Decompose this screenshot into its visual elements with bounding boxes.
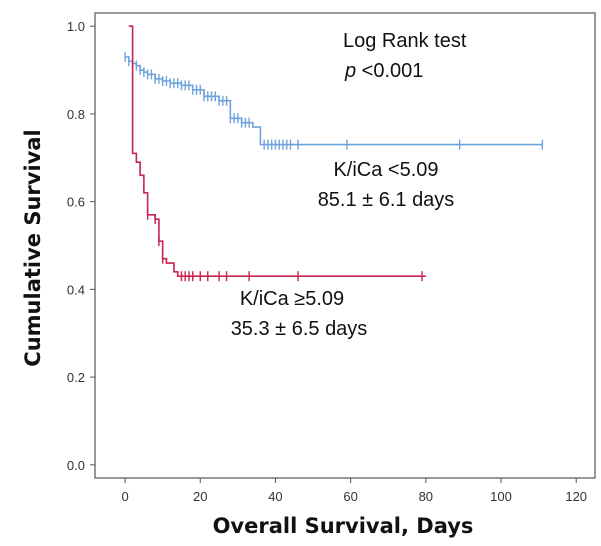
p-symbol: p <box>344 60 356 82</box>
x-tick-label: 80 <box>419 489 433 504</box>
x-tick-label: 120 <box>565 489 587 504</box>
x-axis-ticks: 0 20 40 60 80 100 120 <box>121 478 587 504</box>
x-tick-label: 60 <box>343 489 357 504</box>
x-axis-label: Overall Survival, Days <box>213 514 474 538</box>
y-axis-ticks: 0.0 0.2 0.4 0.6 0.8 1.0 <box>67 19 95 473</box>
y-tick-label: 0.0 <box>67 458 85 473</box>
x-tick-label: 0 <box>121 489 128 504</box>
series2-label: K/iCa ≥5.09 <box>240 288 344 310</box>
series-line-1 <box>125 56 543 146</box>
series2-stat: 35.3 ± 6.5 days <box>231 318 368 340</box>
y-tick-label: 0.6 <box>67 195 85 210</box>
x-tick-label: 40 <box>268 489 282 504</box>
y-tick-label: 0.4 <box>67 282 85 297</box>
y-tick-label: 1.0 <box>67 19 85 34</box>
p-value: <0.001 <box>356 60 423 82</box>
x-tick-label: 100 <box>490 489 512 504</box>
series1-stat: 85.1 ± 6.1 days <box>318 189 455 211</box>
x-tick-label: 20 <box>193 489 207 504</box>
plot-area-frame <box>94 12 596 479</box>
survival-curves <box>124 25 544 282</box>
y-tick-label: 0.8 <box>67 107 85 122</box>
p-value-annotation: p <0.001 <box>344 60 423 82</box>
series1-label: K/iCa <5.09 <box>333 159 438 181</box>
y-tick-label: 0.2 <box>67 370 85 385</box>
y-axis-label: Cumulative Survival <box>21 129 45 366</box>
log-rank-title: Log Rank test <box>343 30 467 52</box>
